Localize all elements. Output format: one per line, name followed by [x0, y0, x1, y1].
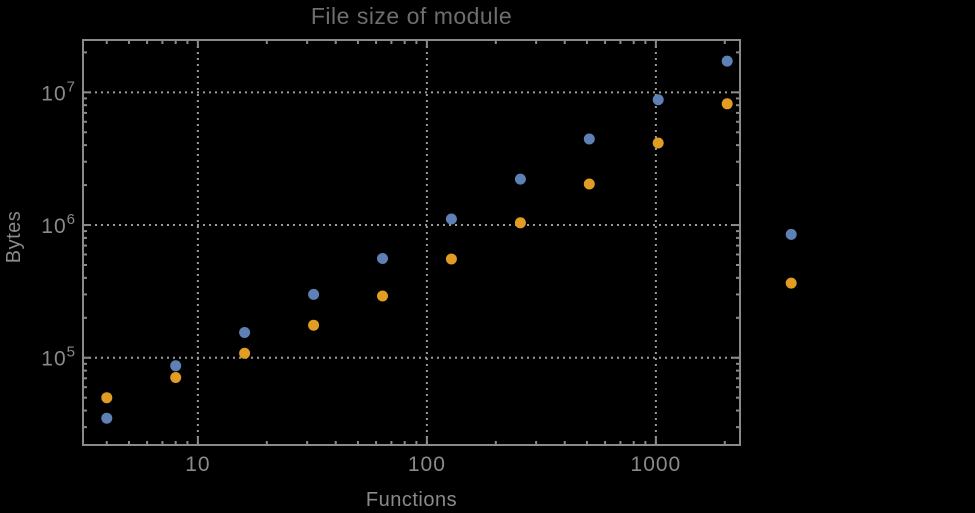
data-point: [652, 94, 664, 106]
series-1-blue-points: [101, 55, 797, 424]
x-tick-label: 1000: [631, 453, 682, 476]
x-axis-label: Functions: [365, 489, 458, 511]
data-point: [377, 253, 388, 264]
frame-border: [82, 39, 741, 446]
data-point: [721, 55, 733, 67]
data-point: [101, 392, 113, 404]
grid-lines: [83, 40, 740, 445]
data-points: [101, 55, 797, 424]
data-point: [652, 137, 664, 149]
data-point: [101, 412, 113, 424]
y-tick-label: 107: [41, 78, 76, 105]
chart-title: File size of module: [310, 3, 513, 29]
y-tick-label: 106: [41, 211, 76, 238]
data-point: [308, 288, 320, 300]
series-2-orange-points: [101, 98, 797, 404]
data-point: [239, 347, 251, 359]
data-point: [445, 253, 457, 265]
data-point: [785, 228, 797, 240]
data-point: [514, 217, 526, 229]
data-point: [583, 133, 595, 145]
data-point: [170, 372, 182, 383]
data-point: [239, 327, 251, 338]
data-point: [445, 213, 457, 225]
x-tick-label: 100: [408, 453, 446, 476]
x-tick-label: 10: [185, 453, 210, 476]
data-point: [308, 319, 320, 331]
tick-labels: 10 100 1000 105 106 107: [41, 78, 682, 476]
plot-frame: [82, 39, 741, 446]
y-axis-label: Bytes: [3, 210, 25, 264]
data-point: [377, 290, 388, 302]
data-point: [785, 277, 797, 289]
data-point: [583, 178, 595, 190]
y-tick-label: 105: [41, 344, 76, 371]
data-point: [514, 173, 526, 185]
axis-ticks: [83, 40, 740, 445]
data-point: [721, 98, 733, 110]
data-point: [170, 360, 182, 372]
